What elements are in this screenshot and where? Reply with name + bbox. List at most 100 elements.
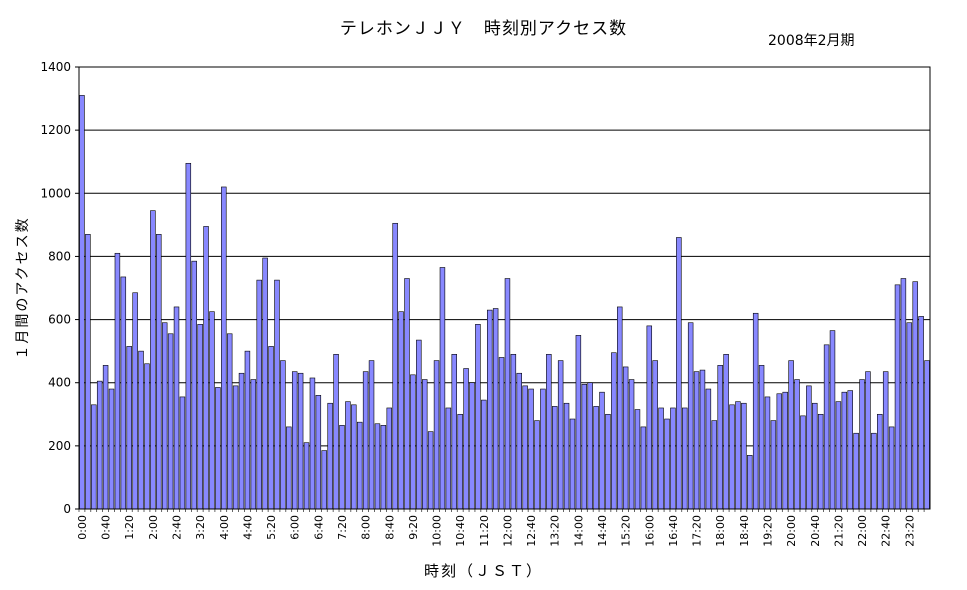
- bar: [882, 371, 889, 510]
- bar: [102, 365, 109, 510]
- bar: [664, 418, 670, 510]
- bar: [132, 292, 138, 510]
- bar: [96, 380, 103, 510]
- x-tick-label: 16:00: [643, 515, 656, 547]
- bar: [794, 379, 800, 510]
- y-tick-label: 800: [48, 249, 71, 263]
- bar: [599, 391, 605, 510]
- bar: [800, 415, 806, 510]
- plot-area-frame: [78, 66, 931, 510]
- bar: [823, 344, 830, 510]
- bar: [392, 222, 398, 510]
- bar: [912, 281, 918, 510]
- x-tick-label: 5:20: [265, 515, 278, 540]
- bar: [120, 276, 127, 510]
- chart-subtitle: 2008年2月期: [768, 33, 855, 49]
- bar: [847, 390, 853, 510]
- bar: [510, 353, 517, 510]
- bar: [150, 210, 156, 510]
- bar: [79, 95, 85, 510]
- bar: [286, 426, 292, 510]
- bar: [232, 385, 239, 510]
- x-axis-label: 時刻（ＪＳＴ）: [423, 562, 543, 580]
- x-tick-label: 18:40: [738, 515, 751, 547]
- bar: [628, 379, 635, 510]
- bar: [528, 388, 534, 510]
- x-tick-label: 14:00: [572, 515, 585, 547]
- x-tick-label: 13:20: [549, 515, 562, 547]
- bar: [114, 252, 121, 510]
- bar: [617, 306, 623, 510]
- bar: [593, 406, 599, 510]
- bar: [238, 372, 245, 510]
- bar: [274, 279, 280, 510]
- bar: [735, 401, 741, 510]
- bar: [345, 401, 351, 510]
- bar: [469, 382, 475, 510]
- y-tick-label: 200: [48, 439, 71, 453]
- bar: [475, 324, 481, 510]
- bar: [386, 407, 392, 510]
- x-tick-label: 7:20: [336, 515, 349, 540]
- bar: [581, 383, 588, 510]
- bar: [522, 385, 528, 510]
- bar: [776, 393, 783, 510]
- bar: [894, 284, 901, 510]
- bar: [841, 391, 848, 510]
- bar: [682, 407, 688, 510]
- bar: [256, 279, 262, 510]
- bar: [226, 333, 233, 510]
- bar: [144, 363, 150, 510]
- y-tick-label: 600: [48, 313, 71, 327]
- bar: [433, 360, 440, 510]
- x-tick-label: 10:00: [431, 515, 444, 547]
- x-tick-label: 20:00: [785, 515, 798, 547]
- bar: [924, 360, 930, 510]
- bar: [303, 442, 310, 510]
- bar: [900, 278, 907, 510]
- x-tick-label: 2:40: [171, 515, 184, 540]
- bar: [191, 260, 197, 510]
- bar: [770, 420, 777, 510]
- bar: [197, 324, 203, 510]
- bar: [291, 371, 298, 510]
- bar: [758, 365, 765, 510]
- y-tick-label: 1400: [40, 60, 71, 74]
- bar: [587, 382, 593, 510]
- x-tick-label: 8:00: [360, 515, 373, 540]
- bar: [563, 402, 570, 510]
- x-tick-label: 22:40: [880, 515, 893, 547]
- bar: [717, 365, 723, 510]
- bar: [676, 237, 682, 510]
- y-axis-ticks: 0 200 400 600 800 1000 1200 1400: [40, 60, 79, 516]
- bar: [711, 420, 718, 510]
- x-tick-label: 16:40: [667, 515, 680, 547]
- x-tick-label: 15:20: [620, 515, 633, 547]
- bar: [611, 352, 617, 510]
- y-tick-label: 1000: [40, 186, 71, 200]
- bar: [705, 388, 712, 510]
- x-tick-label: 2:00: [147, 515, 160, 540]
- bar: [693, 371, 700, 510]
- x-tick-label: 12:00: [501, 515, 514, 547]
- bar: [91, 404, 97, 510]
- x-tick-label: 17:20: [691, 515, 704, 547]
- bar: [699, 369, 706, 510]
- bar: [209, 311, 215, 510]
- x-tick-label: 4:00: [218, 515, 231, 540]
- x-tick-label: 0:00: [76, 515, 89, 540]
- x-tick-label: 12:40: [525, 515, 538, 547]
- bar: [918, 316, 924, 510]
- x-tick-label: 10:40: [454, 515, 467, 547]
- x-tick-label: 4:40: [241, 515, 254, 540]
- bar: [723, 353, 729, 510]
- bar-series: [79, 95, 930, 510]
- x-tick-label: 14:40: [596, 515, 609, 547]
- bar: [764, 396, 771, 510]
- x-tick-label: 9:20: [407, 515, 420, 540]
- bar: [835, 401, 842, 510]
- x-tick-label: 20:40: [809, 515, 822, 547]
- bar: [410, 374, 416, 510]
- bar: [156, 234, 162, 510]
- bar: [859, 379, 865, 510]
